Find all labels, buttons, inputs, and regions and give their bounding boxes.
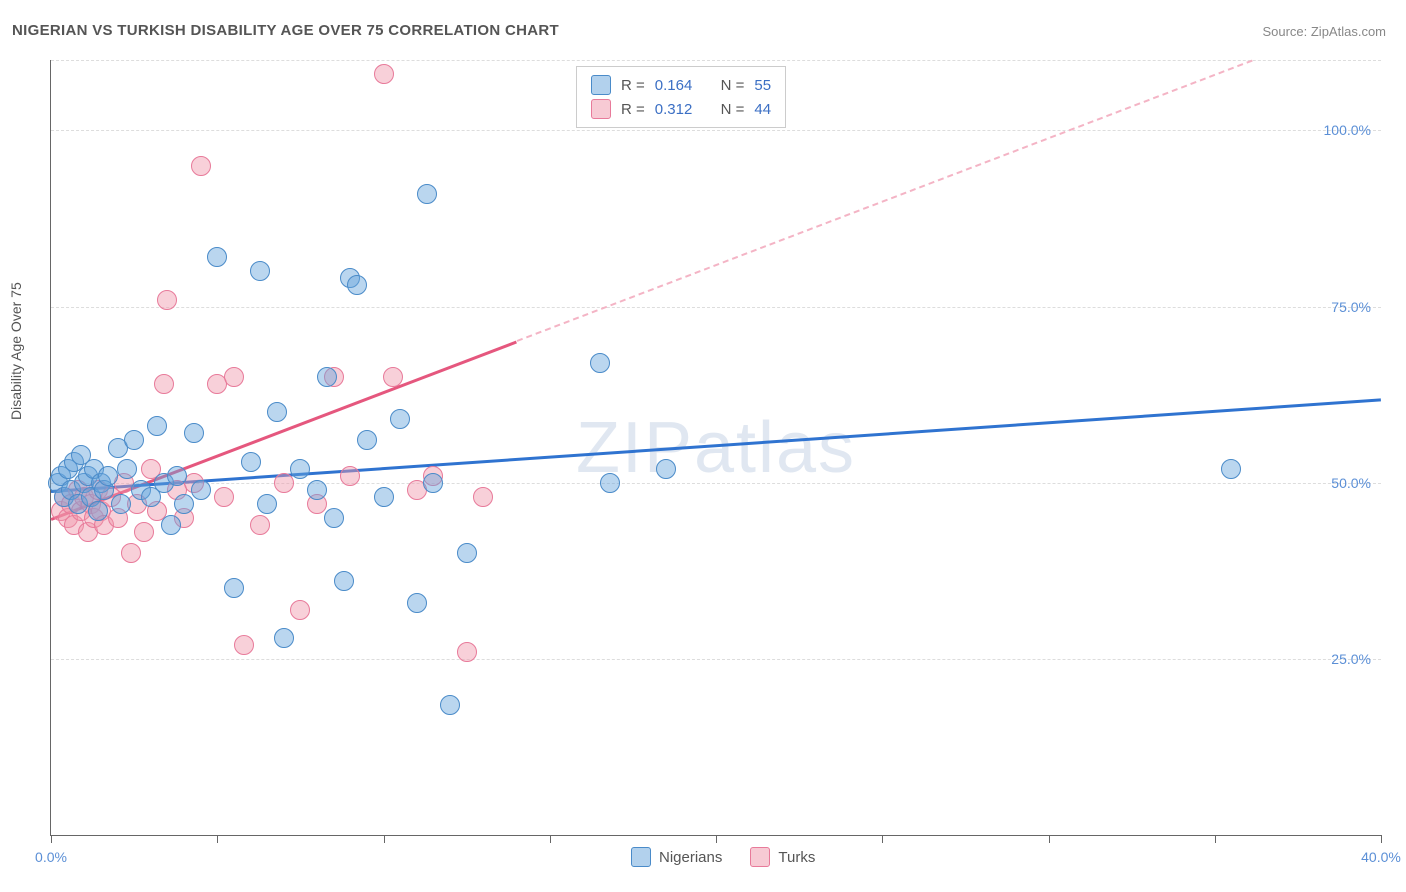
xtick-label: 40.0% — [1361, 849, 1401, 865]
r-label: R = — [621, 101, 645, 118]
watermark-text: ZIPatlas — [576, 407, 856, 489]
data-point-nigerians — [111, 494, 131, 514]
data-point-nigerians — [457, 543, 477, 563]
r-value-turks: 0.312 — [655, 101, 693, 118]
data-point-nigerians — [324, 508, 344, 528]
legend: Nigerians Turks — [631, 847, 815, 867]
data-point-turks — [250, 515, 270, 535]
correlation-stats-box: R = 0.164 N = 55 R = 0.312 N = 44 — [576, 66, 786, 128]
xtick — [550, 835, 551, 843]
n-label: N = — [721, 77, 745, 94]
xtick — [1049, 835, 1050, 843]
data-point-nigerians — [98, 466, 118, 486]
n-label: N = — [721, 101, 745, 118]
r-value-nigerians: 0.164 — [655, 77, 693, 94]
data-point-turks — [234, 635, 254, 655]
scatter-plot: ZIPatlas R = 0.164 N = 55 R = 0.312 N = … — [50, 60, 1381, 836]
legend-item-turks: Turks — [750, 847, 815, 867]
xtick — [1381, 835, 1382, 843]
data-point-nigerians — [357, 430, 377, 450]
data-point-turks — [290, 600, 310, 620]
legend-label: Turks — [778, 849, 815, 866]
data-point-nigerians — [417, 184, 437, 204]
data-point-turks — [121, 543, 141, 563]
gridline-h — [51, 307, 1381, 308]
data-point-nigerians — [257, 494, 277, 514]
data-point-nigerians — [274, 628, 294, 648]
data-point-nigerians — [374, 487, 394, 507]
data-point-nigerians — [407, 593, 427, 613]
r-label: R = — [621, 77, 645, 94]
gridline-h — [51, 60, 1381, 61]
xtick-label: 0.0% — [35, 849, 67, 865]
chart-title: NIGERIAN VS TURKISH DISABILITY AGE OVER … — [12, 22, 559, 39]
data-point-nigerians — [147, 416, 167, 436]
data-point-turks — [157, 290, 177, 310]
data-point-nigerians — [390, 409, 410, 429]
data-point-nigerians — [117, 459, 137, 479]
gridline-h — [51, 659, 1381, 660]
data-point-nigerians — [347, 275, 367, 295]
n-value-turks: 44 — [754, 101, 771, 118]
source-attribution: Source: ZipAtlas.com — [1262, 24, 1386, 39]
data-point-nigerians — [88, 501, 108, 521]
data-point-nigerians — [334, 571, 354, 591]
data-point-nigerians — [124, 430, 144, 450]
stats-row-nigerians: R = 0.164 N = 55 — [591, 73, 771, 97]
ytick-label: 50.0% — [1331, 475, 1371, 491]
data-point-turks — [134, 522, 154, 542]
regression-line-nigerians — [51, 398, 1381, 492]
legend-label: Nigerians — [659, 849, 722, 866]
xtick — [217, 835, 218, 843]
swatch-pink-icon — [750, 847, 770, 867]
data-point-nigerians — [161, 515, 181, 535]
xtick — [716, 835, 717, 843]
ytick-label: 100.0% — [1324, 122, 1371, 138]
data-point-turks — [383, 367, 403, 387]
data-point-nigerians — [317, 367, 337, 387]
data-point-turks — [274, 473, 294, 493]
xtick — [882, 835, 883, 843]
data-point-turks — [154, 374, 174, 394]
gridline-h — [51, 130, 1381, 131]
data-point-turks — [374, 64, 394, 84]
data-point-nigerians — [440, 695, 460, 715]
data-point-turks — [214, 487, 234, 507]
gridline-h — [51, 483, 1381, 484]
xtick — [51, 835, 52, 843]
data-point-nigerians — [656, 459, 676, 479]
data-point-turks — [457, 642, 477, 662]
swatch-blue-icon — [591, 75, 611, 95]
y-axis-label: Disability Age Over 75 — [8, 282, 24, 420]
data-point-nigerians — [184, 423, 204, 443]
data-point-nigerians — [224, 578, 244, 598]
data-point-nigerians — [590, 353, 610, 373]
swatch-blue-icon — [631, 847, 651, 867]
data-point-turks — [224, 367, 244, 387]
data-point-nigerians — [241, 452, 261, 472]
xtick — [1215, 835, 1216, 843]
ytick-label: 25.0% — [1331, 651, 1371, 667]
data-point-nigerians — [1221, 459, 1241, 479]
data-point-nigerians — [600, 473, 620, 493]
data-point-nigerians — [174, 494, 194, 514]
xtick — [384, 835, 385, 843]
data-point-nigerians — [423, 473, 443, 493]
data-point-nigerians — [290, 459, 310, 479]
data-point-turks — [191, 156, 211, 176]
swatch-pink-icon — [591, 99, 611, 119]
n-value-nigerians: 55 — [754, 77, 771, 94]
data-point-turks — [473, 487, 493, 507]
legend-item-nigerians: Nigerians — [631, 847, 722, 867]
data-point-nigerians — [307, 480, 327, 500]
data-point-nigerians — [267, 402, 287, 422]
data-point-nigerians — [250, 261, 270, 281]
data-point-nigerians — [191, 480, 211, 500]
data-point-nigerians — [167, 466, 187, 486]
data-point-nigerians — [207, 247, 227, 267]
ytick-label: 75.0% — [1331, 299, 1371, 315]
data-point-turks — [340, 466, 360, 486]
stats-row-turks: R = 0.312 N = 44 — [591, 97, 771, 121]
